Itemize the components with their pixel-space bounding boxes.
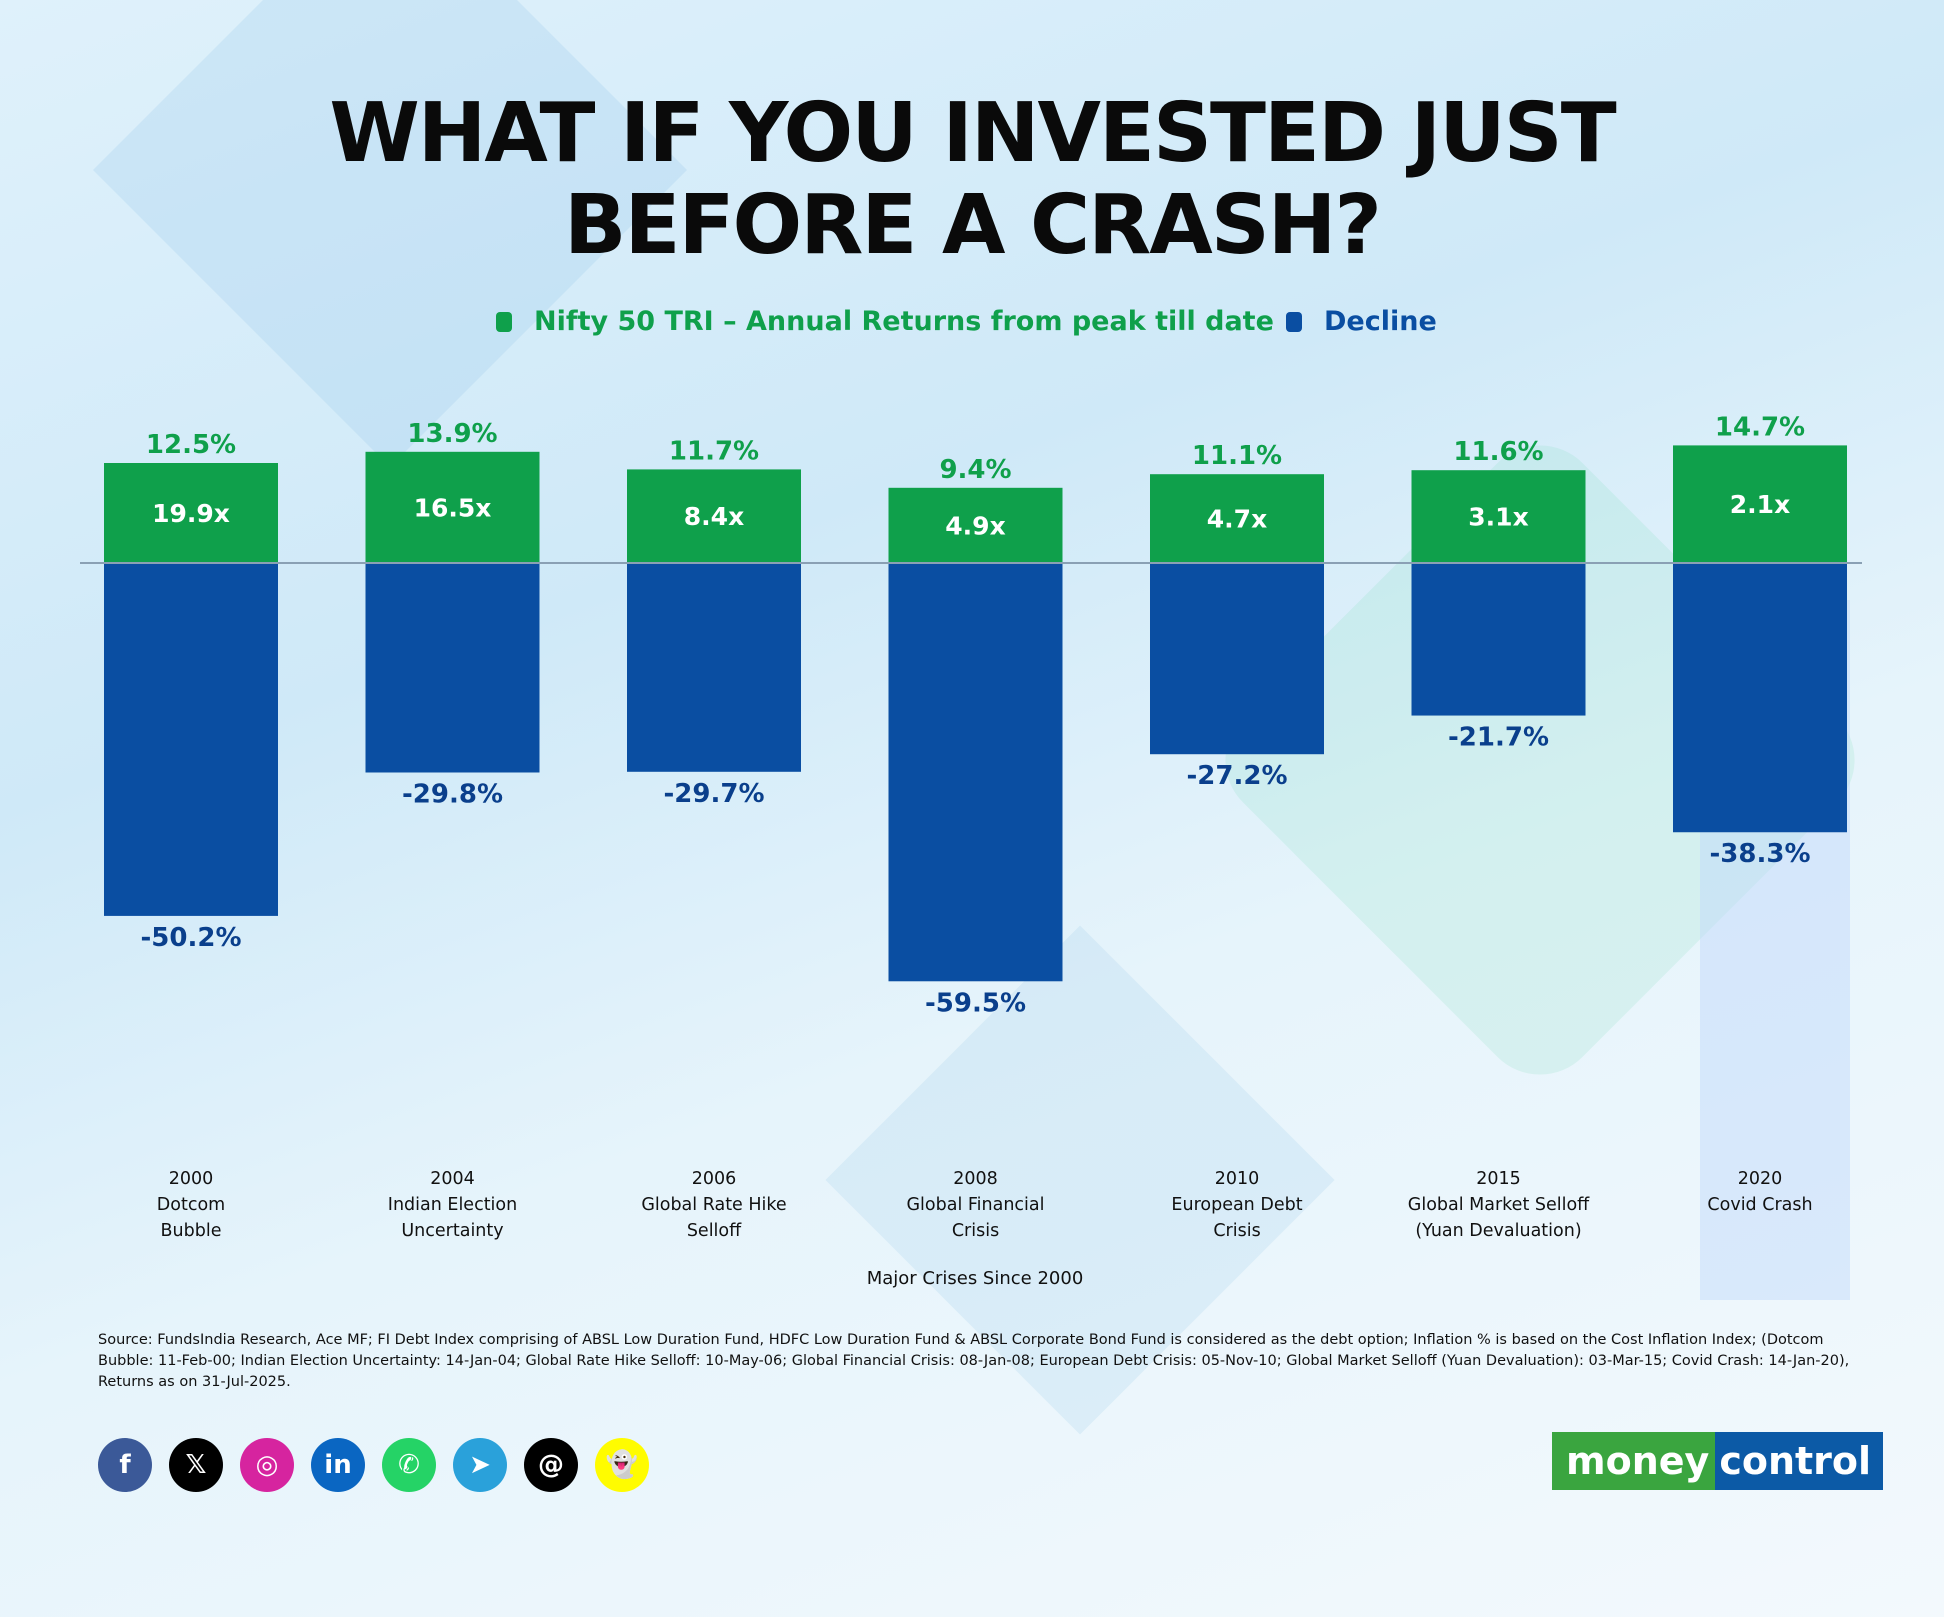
bar-returns [1150, 474, 1324, 563]
x-tick-label: Global Financial [906, 1195, 1044, 1215]
data-label-multiple: 19.9x [152, 499, 230, 528]
bar-decline [1411, 563, 1586, 716]
instagram-icon[interactable]: ◎ [240, 1438, 294, 1492]
data-label-returns: 11.1% [1192, 441, 1282, 471]
social-icons: f 𝕏 ◎ in ✆ ➤ @ 👻 [98, 1438, 649, 1492]
data-label-decline: -59.5% [925, 988, 1026, 1018]
bar-returns [1673, 445, 1847, 563]
bar-decline [1150, 563, 1324, 755]
whatsapp-icon[interactable]: ✆ [382, 1438, 436, 1492]
bar-returns [627, 469, 801, 563]
title-line-1: WHAT IF YOU INVESTED JUST [329, 86, 1616, 181]
x-tick-label: Bubble [161, 1221, 222, 1241]
x-tick-label: 2010 [1215, 1169, 1260, 1189]
x-tick-label: Global Market Selloff [1408, 1195, 1590, 1215]
data-label-multiple: 4.7x [1207, 505, 1267, 534]
threads-icon[interactable]: @ [524, 1438, 578, 1492]
x-tick-label: Uncertainty [401, 1221, 503, 1241]
x-tick-label: 2015 [1476, 1169, 1521, 1189]
telegram-icon[interactable]: ➤ [453, 1438, 507, 1492]
data-label-returns: 9.4% [939, 455, 1011, 485]
bar-returns [104, 463, 278, 563]
data-label-returns: 12.5% [146, 430, 236, 460]
logo-control: control [1715, 1432, 1884, 1490]
legend-swatch-blue [1286, 311, 1302, 332]
bar-decline [104, 563, 278, 916]
legend-item-decline: Decline [1286, 306, 1437, 337]
data-label-returns: 14.7% [1715, 412, 1805, 442]
bar-returns [888, 487, 1063, 563]
data-label-decline: -29.8% [402, 779, 503, 809]
x-tick-label: 2004 [430, 1169, 475, 1189]
data-label-returns: 11.7% [669, 436, 759, 466]
x-tick-label: Indian Election [388, 1195, 517, 1215]
x-icon[interactable]: 𝕏 [169, 1438, 223, 1492]
legend-label-decline: Decline [1324, 306, 1437, 337]
chart-title: WHAT IF YOU INVESTED JUST BEFORE A CRASH… [0, 88, 1944, 272]
linkedin-icon[interactable]: in [311, 1438, 365, 1492]
x-tick-label: Crisis [952, 1221, 999, 1241]
source-note: Source: FundsIndia Research, Ace MF; FI … [98, 1332, 1850, 1390]
data-label-multiple: 8.4x [684, 502, 744, 531]
bar-chart: 12.5% 19.9x -50.2% 2000 Dotcom Bubble 13.9% 16.… [80, 412, 1862, 1289]
legend: Nifty 50 TRI – Annual Returns from peak … [0, 306, 1944, 346]
x-tick-label: (Yuan Devaluation) [1415, 1221, 1581, 1241]
title-line-2: BEFORE A CRASH? [564, 178, 1382, 273]
bar-decline [888, 563, 1063, 982]
x-tick-label: Covid Crash [1707, 1195, 1812, 1215]
facebook-icon[interactable]: f [98, 1438, 152, 1492]
snapchat-icon[interactable]: 👻 [595, 1438, 649, 1492]
data-label-decline: -50.2% [141, 923, 242, 953]
bar-decline [1673, 563, 1847, 833]
bar-returns [365, 451, 540, 563]
x-tick-label: 2000 [169, 1169, 214, 1189]
logo-money: money [1552, 1432, 1716, 1490]
data-label-multiple: 2.1x [1730, 490, 1790, 519]
data-label-multiple: 4.9x [945, 511, 1005, 540]
bar-decline [365, 563, 540, 773]
data-label-returns: 13.9% [407, 419, 497, 449]
legend-label-returns: Nifty 50 TRI – Annual Returns from peak … [534, 306, 1274, 337]
x-tick-label: European Debt [1171, 1195, 1302, 1215]
x-tick-label: Dotcom [157, 1195, 225, 1215]
x-tick-label: 2020 [1738, 1169, 1783, 1189]
data-label-returns: 11.6% [1453, 437, 1543, 467]
data-label-decline: -38.3% [1710, 839, 1811, 869]
legend-swatch-green [496, 311, 512, 332]
moneycontrol-logo: money control [1552, 1432, 1884, 1490]
legend-item-returns: Nifty 50 TRI – Annual Returns from peak … [496, 306, 1274, 337]
bar-decline [627, 563, 801, 772]
data-label-decline: -21.7% [1448, 723, 1549, 753]
data-label-decline: -27.2% [1187, 761, 1288, 791]
data-label-decline: -29.7% [664, 779, 765, 809]
x-tick-label: Global Rate Hike [641, 1195, 786, 1215]
bar-returns [1411, 470, 1586, 563]
x-tick-label: 2008 [953, 1169, 998, 1189]
data-label-multiple: 3.1x [1468, 503, 1528, 532]
x-tick-label: 2006 [692, 1169, 737, 1189]
x-axis-label: Major Crises Since 2000 [867, 1268, 1084, 1289]
data-label-multiple: 16.5x [414, 493, 492, 522]
x-tick-label: Crisis [1213, 1221, 1260, 1241]
x-tick-label: Selloff [687, 1221, 742, 1241]
